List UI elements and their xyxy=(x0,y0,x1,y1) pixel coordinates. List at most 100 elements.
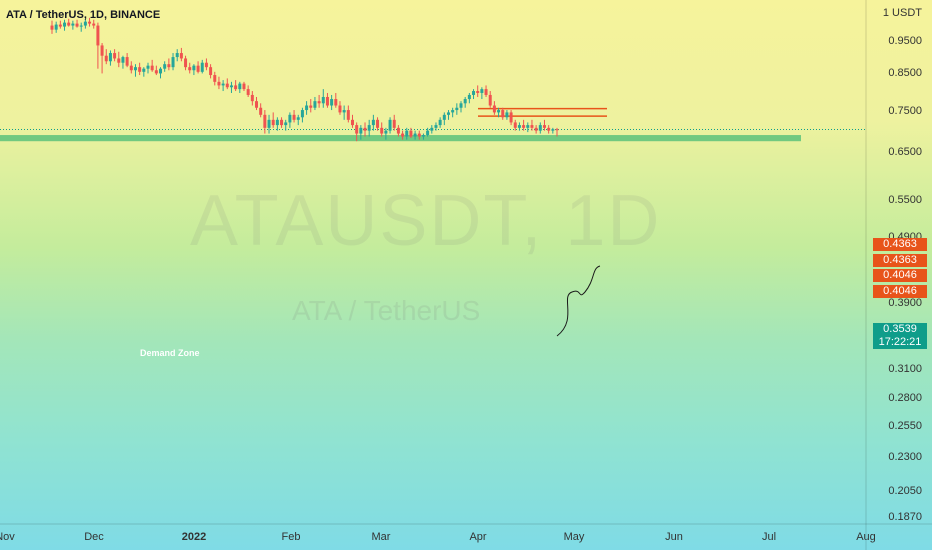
candle-body xyxy=(113,53,117,59)
candle-body xyxy=(288,114,292,123)
candle-body xyxy=(517,125,521,128)
candle-body xyxy=(363,127,367,131)
candle-body xyxy=(284,122,288,126)
candle-body xyxy=(150,65,154,71)
candle-body xyxy=(209,67,213,76)
candle-body xyxy=(338,105,342,113)
price-label: 1 USDT xyxy=(882,7,922,19)
chart-title: ATA / TetherUS, 1D, BINANCE xyxy=(6,9,161,21)
price-label: 0.7500 xyxy=(888,105,922,117)
candle-body xyxy=(505,112,509,118)
candle-body xyxy=(171,57,175,68)
candle-body xyxy=(63,22,67,27)
alert-price-tag[interactable]: 0.4363 xyxy=(873,254,927,267)
candle-body xyxy=(367,125,371,131)
candle-body xyxy=(213,75,217,82)
candle-body xyxy=(463,99,467,104)
price-label: 0.3100 xyxy=(888,363,922,375)
candle-body xyxy=(421,135,425,137)
candle-body xyxy=(392,119,396,128)
candle-body xyxy=(154,70,158,74)
candle-body xyxy=(300,110,304,118)
candle-body xyxy=(346,110,350,120)
candle-body xyxy=(175,53,179,58)
candle-body xyxy=(184,58,188,68)
candle-body xyxy=(117,58,121,63)
time-label: Dec xyxy=(84,531,104,543)
price-label: 0.2800 xyxy=(888,392,922,404)
price-label: 0.2050 xyxy=(888,485,922,497)
candle-body xyxy=(167,64,171,68)
time-label: Feb xyxy=(281,531,301,543)
candle-body xyxy=(292,114,296,120)
candle-body xyxy=(325,96,329,106)
demand-zone-rect xyxy=(0,135,801,142)
candle-body xyxy=(438,119,442,126)
candle-body xyxy=(509,112,513,123)
candle-body xyxy=(467,94,471,100)
candle-body xyxy=(313,101,317,108)
candle-body xyxy=(75,23,79,27)
candle-body xyxy=(67,22,71,26)
candle-body xyxy=(83,21,87,26)
candle-body xyxy=(138,67,142,72)
candle-body xyxy=(330,99,334,106)
candle-body xyxy=(542,125,546,128)
alert-price-tag[interactable]: 0.4363 xyxy=(873,238,927,251)
candle-body xyxy=(501,110,505,118)
candle-body xyxy=(426,130,430,136)
candle-body xyxy=(488,94,492,106)
price-label: 0.6500 xyxy=(888,146,922,158)
candle-body xyxy=(321,96,325,104)
candle-body xyxy=(334,99,338,106)
candle-body xyxy=(451,110,455,113)
candle-body xyxy=(430,127,434,131)
candle-body xyxy=(513,122,517,128)
candle-body xyxy=(350,119,354,126)
candle-body xyxy=(192,65,196,71)
candle-body xyxy=(455,107,459,111)
candle-body xyxy=(88,21,92,24)
candle-body xyxy=(196,65,200,72)
candle-body xyxy=(121,57,125,63)
candle-body xyxy=(342,110,346,113)
candle-body xyxy=(71,23,75,26)
candle-body xyxy=(217,81,221,86)
candle-body xyxy=(497,110,501,113)
candle-body xyxy=(359,127,363,134)
candle-body xyxy=(50,25,54,30)
candle-body xyxy=(200,62,204,72)
candle-body xyxy=(547,127,551,131)
time-label: Mar xyxy=(371,531,391,543)
candle-body xyxy=(54,24,58,30)
candle-body xyxy=(409,130,413,137)
candle-body xyxy=(179,53,183,59)
time-label: Jul xyxy=(761,531,777,543)
candle-body xyxy=(92,23,96,26)
candle-body xyxy=(100,45,104,56)
candle-body xyxy=(296,117,300,120)
price-label: 0.2550 xyxy=(888,420,922,432)
symbol-watermark-sub: ATA / TetherUS xyxy=(292,295,481,326)
candle-body xyxy=(538,125,542,131)
candle-body xyxy=(79,25,83,27)
candle-body xyxy=(417,133,421,137)
candle-body xyxy=(522,125,526,128)
price-label: 0.2300 xyxy=(888,451,922,463)
candle-body xyxy=(492,105,496,113)
price-label: 0.3900 xyxy=(888,297,922,309)
alert-price-tag[interactable]: 0.4046 xyxy=(873,269,927,282)
candle-body xyxy=(434,125,438,128)
candle-body xyxy=(309,105,313,108)
alert-price-tag[interactable]: 0.4046 xyxy=(873,285,927,298)
candle-body xyxy=(58,24,62,27)
price-label: 0.9500 xyxy=(888,35,922,47)
candle-body xyxy=(188,67,192,71)
candle-body xyxy=(551,129,555,131)
candle-body xyxy=(263,114,267,128)
time-label: Jun xyxy=(665,531,683,543)
projection-path xyxy=(556,265,601,337)
candle-body xyxy=(472,91,476,95)
